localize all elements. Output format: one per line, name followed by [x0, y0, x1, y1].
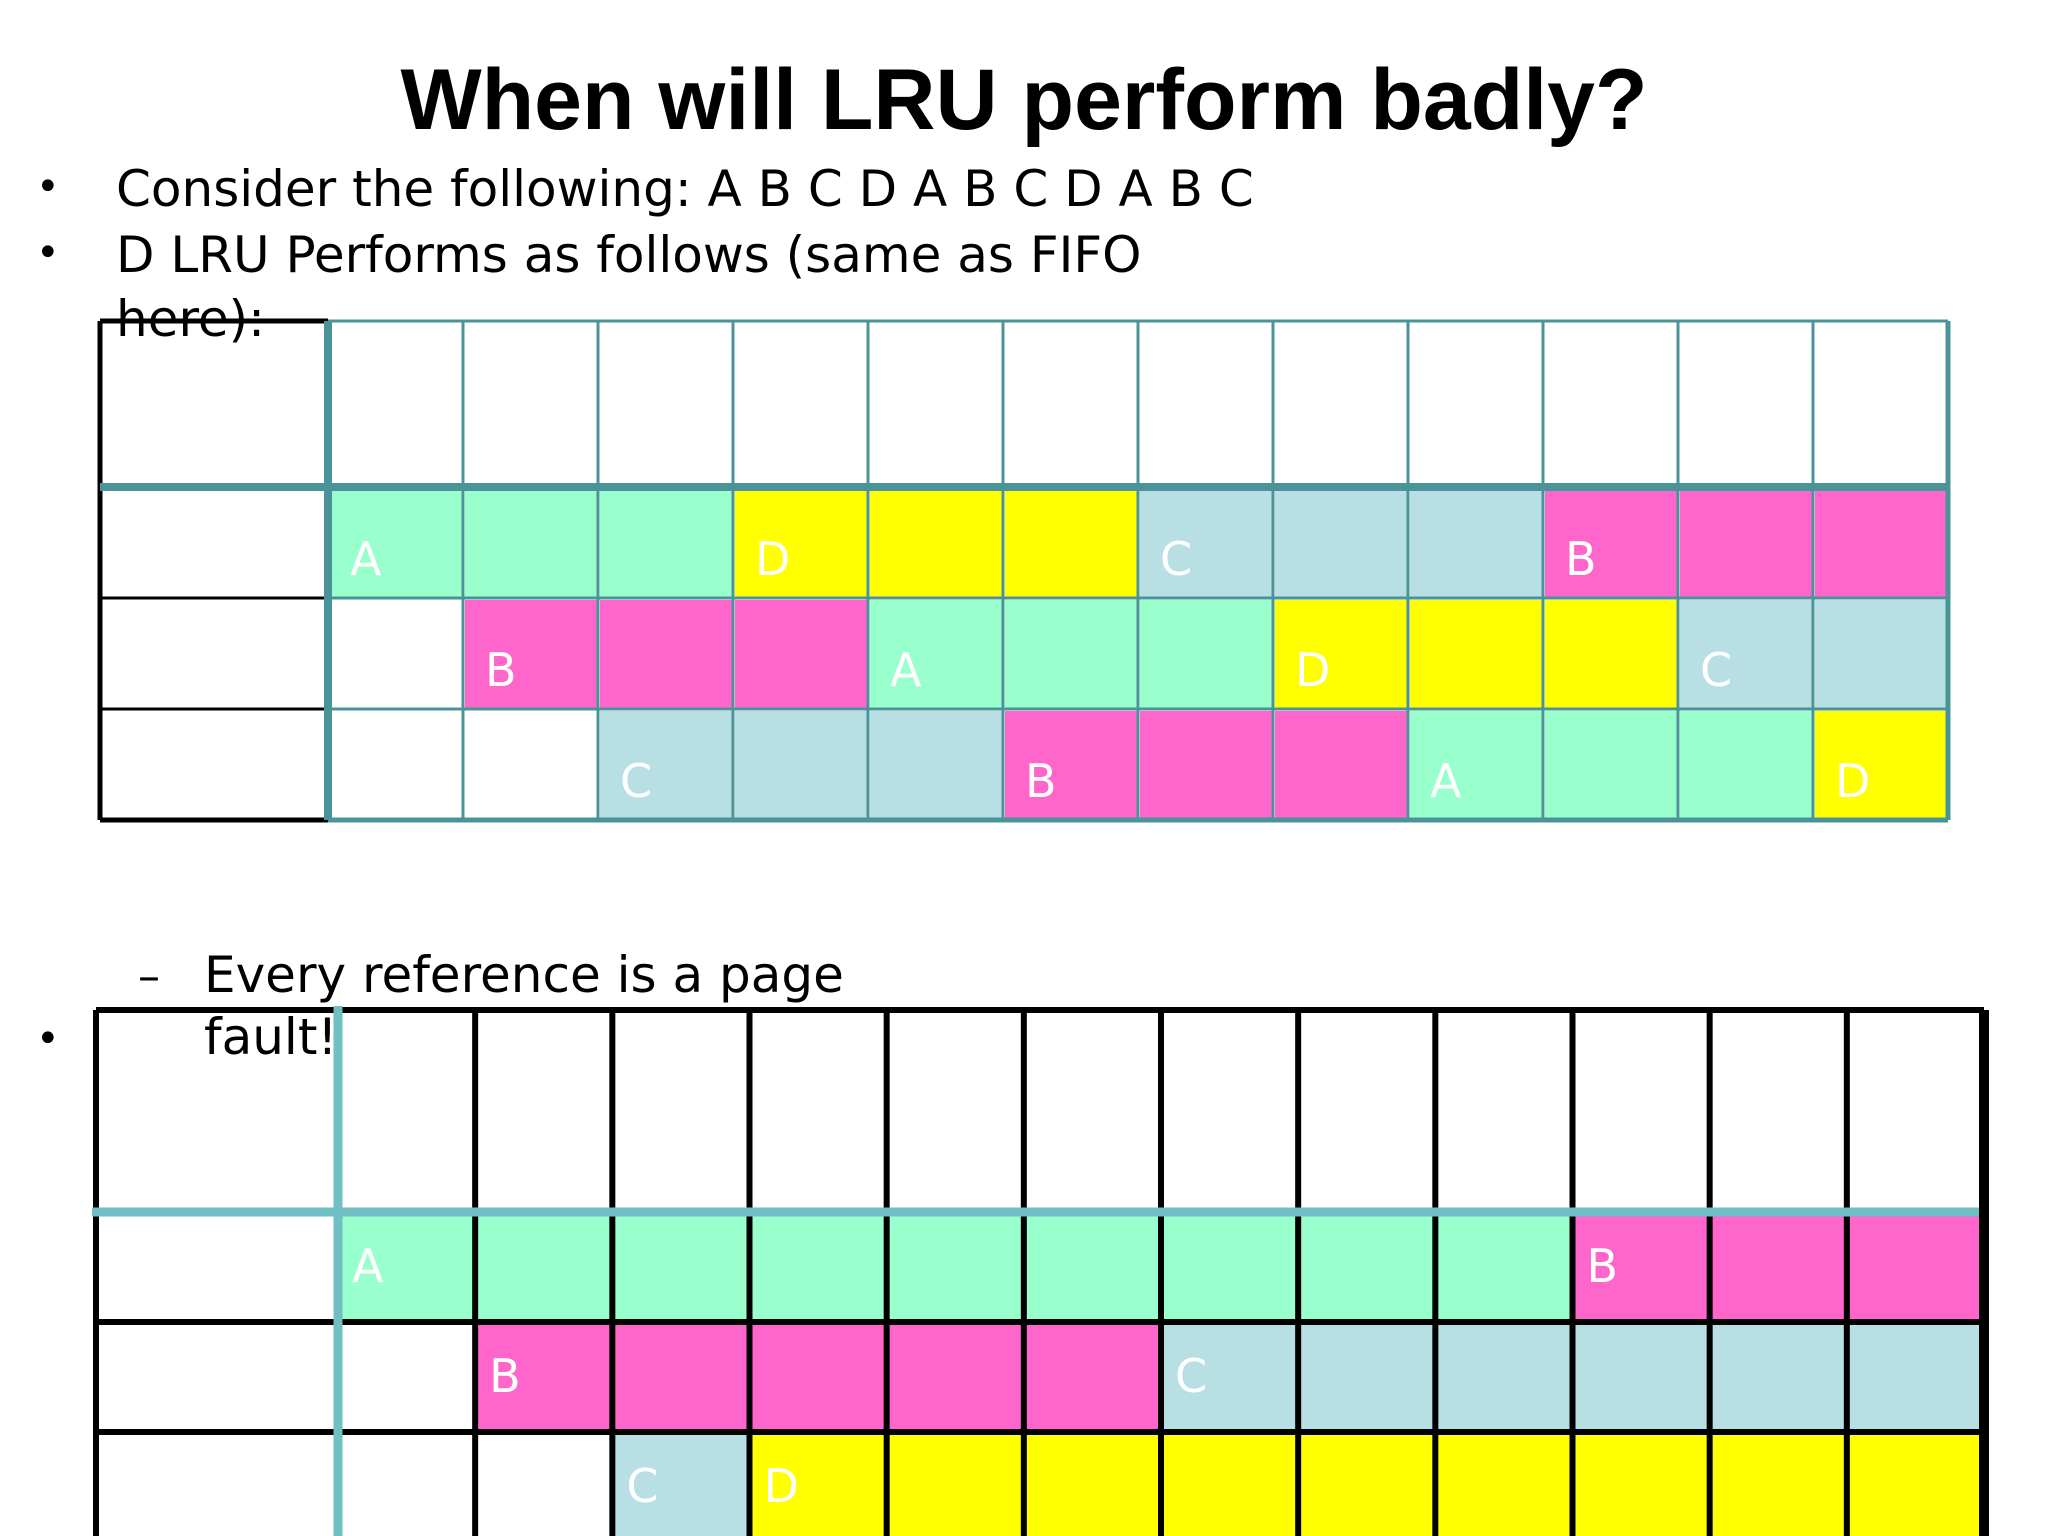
top-table-cell-fill — [1005, 711, 1138, 820]
bottom-table-cell-fill — [1572, 1212, 1710, 1322]
top-table-page-label: A — [1430, 754, 1462, 808]
top-table-cell-fill — [1410, 489, 1543, 598]
bottom-table-page-label: C — [626, 1459, 658, 1513]
bottom-table-page-label: B — [1587, 1239, 1619, 1293]
bottom-table-cell-fill — [475, 1322, 613, 1432]
bullet-marker: • — [36, 230, 60, 276]
top-table-cell-fill — [1680, 711, 1813, 820]
top-table-cell-fill — [1815, 600, 1948, 709]
bullet-marker: • — [36, 164, 60, 210]
bottom-table-cell-fill — [886, 1212, 1024, 1322]
bottom-table-cell-fill — [475, 1212, 613, 1322]
bottom-table-cell-fill — [612, 1432, 750, 1536]
bottom-table-cell-fill — [1709, 1212, 1847, 1322]
top-table-cell-fill — [870, 711, 1003, 820]
top-table-cell-fill — [735, 711, 868, 820]
bottom-table-cell-fill — [749, 1322, 887, 1432]
bullet-marker: • — [36, 1016, 60, 1062]
top-table-page-label: B — [1565, 532, 1597, 586]
top-table-page-label: D — [755, 532, 790, 586]
top-table-cell-fill — [1815, 489, 1948, 598]
top-table-cell-fill — [1815, 711, 1948, 820]
top-table-cell-fill — [465, 600, 598, 709]
bullet-sequence: Consider the following: A B C D A B C D … — [116, 160, 1254, 218]
top-table-page-label: C — [620, 754, 652, 808]
bottom-table-cell-fill — [1023, 1322, 1161, 1432]
sub-bullet-page-fault-cont: fault! — [204, 1008, 338, 1066]
bottom-table-cell-fill — [1846, 1432, 1984, 1536]
top-table-cell-fill — [1140, 489, 1273, 598]
top-table-cell-fill — [735, 489, 868, 598]
bottom-table-cell-fill — [1709, 1322, 1847, 1432]
bottom-table-page-label: B — [489, 1349, 521, 1403]
top-table-cell-fill — [1545, 711, 1678, 820]
top-table-cell-fill — [1410, 711, 1543, 820]
bottom-table-cell-fill — [1846, 1212, 1984, 1322]
bottom-table-cell-fill — [1298, 1322, 1436, 1432]
top-table-cell-fill — [1275, 600, 1408, 709]
bottom-table-cell-fill — [749, 1432, 887, 1536]
bottom-table-cell-fill — [1161, 1212, 1299, 1322]
top-table-cell-fill — [1275, 489, 1408, 598]
top-table-cell-fill — [1680, 600, 1813, 709]
bottom-table-cell-fill — [1435, 1432, 1573, 1536]
top-table-cell-fill — [1545, 600, 1678, 709]
top-table-page-label: B — [1025, 754, 1057, 808]
bottom-table-cell-fill — [612, 1212, 750, 1322]
top-table-cell-fill — [1275, 711, 1408, 820]
top-table-cell-fill — [1140, 600, 1273, 709]
bottom-table-cell-fill — [1298, 1212, 1436, 1322]
bottom-table-cell-fill — [1023, 1432, 1161, 1536]
top-table-cell-fill — [1680, 489, 1813, 598]
top-table-cell-fill — [735, 600, 868, 709]
top-table-page-label: C — [1700, 643, 1732, 697]
bottom-table-cell-fill — [1709, 1432, 1847, 1536]
bottom-table-cell-fill — [1572, 1322, 1710, 1432]
top-table-page-label: B — [485, 643, 517, 697]
bottom-table-cell-fill — [1023, 1212, 1161, 1322]
top-table-page-label: A — [890, 643, 922, 697]
top-table-cell-fill — [600, 600, 733, 709]
bullet-lru-performs: D LRU Performs as follows (same as FIFO — [116, 226, 1142, 284]
bottom-table-cell-fill — [1298, 1432, 1436, 1536]
bottom-table-cell-fill — [886, 1432, 1024, 1536]
top-table-cell-fill — [1005, 600, 1138, 709]
bottom-table-cell-fill — [1161, 1432, 1299, 1536]
bottom-table-cell-fill — [612, 1322, 750, 1432]
bottom-table-cell-fill — [1846, 1322, 1984, 1432]
top-table-cell-fill — [1410, 600, 1543, 709]
bottom-table-page-label: C — [1175, 1349, 1207, 1403]
sub-bullet-marker: – — [138, 951, 160, 1002]
bottom-table-cell-fill — [886, 1322, 1024, 1432]
top-table-page-label: D — [1835, 754, 1870, 808]
slide-title: When will LRU perform badly? — [400, 52, 1648, 148]
top-table-cell-fill — [600, 711, 733, 820]
bottom-table-cell-fill — [1435, 1322, 1573, 1432]
bottom-table-cell-fill — [1572, 1432, 1710, 1536]
bottom-table-page-label: D — [764, 1459, 799, 1513]
top-table-cell-fill — [1545, 489, 1678, 598]
top-table-cell-fill — [870, 489, 1003, 598]
top-table-page-label: D — [1295, 643, 1330, 697]
top-table-cell-fill — [1140, 711, 1273, 820]
top-table-cell-fill — [465, 489, 598, 598]
bottom-table-page-label: A — [352, 1239, 384, 1293]
bottom-table-cell-fill — [1161, 1322, 1299, 1432]
top-table-page-label: A — [350, 532, 382, 586]
top-table-page-label: C — [1160, 532, 1192, 586]
top-table-cell-fill — [600, 489, 733, 598]
sub-bullet-page-fault: Every reference is a page — [204, 946, 844, 1004]
bottom-table-cell-fill — [749, 1212, 887, 1322]
top-table-cell-fill — [870, 600, 1003, 709]
top-table-cell-fill — [1005, 489, 1138, 598]
bottom-table-cell-fill — [338, 1212, 476, 1322]
bottom-table-cell-fill — [1435, 1212, 1573, 1322]
top-table-cell-fill — [330, 489, 463, 598]
